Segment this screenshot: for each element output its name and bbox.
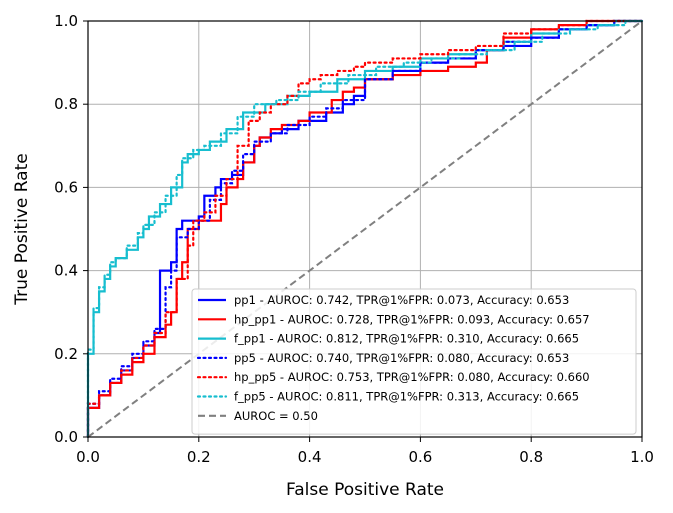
y-tick-label: 0.4 — [54, 262, 78, 280]
y-tick-label: 0.0 — [54, 428, 78, 446]
y-tick-label: 0.6 — [54, 178, 78, 196]
x-axis-label: False Positive Rate — [286, 480, 444, 500]
axis-ticks: 0.0 0.2 0.4 0.6 0.8 1.0 0.0 0.2 0.4 0.6 0.8 1.0 — [54, 12, 654, 466]
legend-label: hp_pp1 - AUROC: 0.728, TPR@1%FPR: 0.093,… — [234, 312, 590, 326]
series-lines — [86, 19, 644, 439]
legend-label: hp_pp5 - AUROC: 0.753, TPR@1%FPR: 0.080,… — [234, 370, 590, 384]
y-tick-label: 1.0 — [54, 12, 78, 30]
series-line-4 — [86, 19, 644, 439]
legend-label: pp5 - AUROC: 0.740, TPR@1%FPR: 0.080, Ac… — [234, 351, 569, 365]
x-tick-label: 1.0 — [630, 448, 654, 466]
x-tick-label: 0.4 — [298, 448, 322, 466]
legend-label: f_pp1 - AUROC: 0.812, TPR@1%FPR: 0.310, … — [234, 332, 579, 346]
x-tick-label: 0.0 — [76, 448, 100, 466]
legend-box — [191, 288, 637, 435]
x-tick-label: 0.8 — [519, 448, 543, 466]
series-line-6 — [86, 19, 644, 439]
legend-label: pp1 - AUROC: 0.742, TPR@1%FPR: 0.073, Ac… — [234, 293, 569, 307]
series-line-2 — [86, 19, 642, 437]
x-tick-label: 0.6 — [408, 448, 432, 466]
y-axis-label: True Positive Rate — [12, 153, 32, 305]
legend: pp1 - AUROC: 0.742, TPR@1%FPR: 0.073, Ac… — [191, 288, 637, 435]
legend-label: AUROC = 0.50 — [234, 409, 318, 423]
legend-label: f_pp5 - AUROC: 0.811, TPR@1%FPR: 0.313, … — [234, 390, 579, 404]
series-line-5 — [86, 19, 644, 439]
y-tick-label: 0.8 — [54, 95, 78, 113]
y-tick-label: 0.2 — [54, 345, 78, 363]
series-line-7 — [87, 20, 643, 438]
plot-frame — [87, 20, 643, 438]
x-tick-label: 0.2 — [187, 448, 211, 466]
